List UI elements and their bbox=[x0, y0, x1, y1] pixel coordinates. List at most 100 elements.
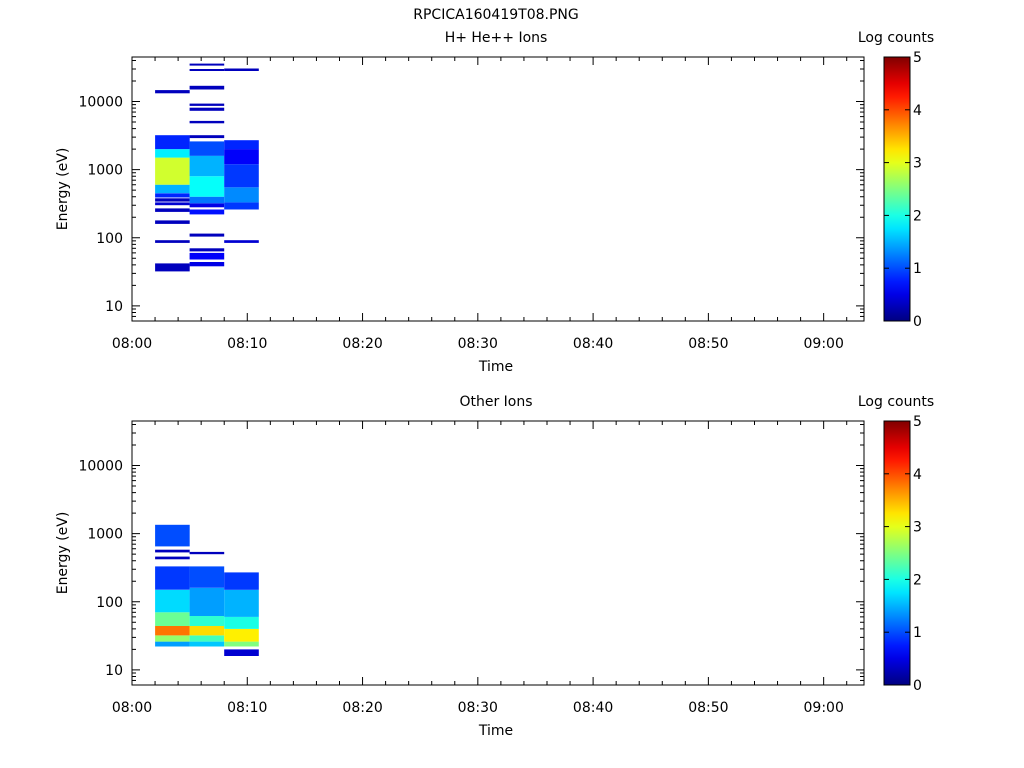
heatmap-cell bbox=[224, 187, 259, 203]
x-tick-label: 08:50 bbox=[688, 336, 728, 352]
heatmap-cell bbox=[189, 141, 225, 156]
heatmap-cell bbox=[189, 107, 225, 111]
x-tick-label: 09:00 bbox=[804, 700, 844, 716]
x-tick-label: 08:10 bbox=[227, 336, 267, 352]
panel-other-ions: Other Ions Energy (eV) Time Log counts 1… bbox=[55, 394, 934, 739]
plot-frame bbox=[131, 420, 865, 686]
heatmap-cell bbox=[189, 69, 225, 71]
y-axis-label: Energy (eV) bbox=[55, 148, 71, 231]
x-tick-label: 08:30 bbox=[458, 336, 498, 352]
colorbar-tick-label: 0 bbox=[913, 314, 922, 330]
heatmap-cell bbox=[189, 203, 225, 208]
x-axis-label: Time bbox=[478, 359, 513, 375]
colorbar-tick-label: 3 bbox=[913, 520, 922, 536]
colorbar bbox=[883, 56, 911, 322]
x-tick-label: 08:40 bbox=[573, 700, 613, 716]
heatmap-cell bbox=[189, 135, 225, 139]
figure-title: RPCICA160419T08.PNG bbox=[413, 7, 578, 23]
colorbar-tick-label: 0 bbox=[913, 678, 922, 694]
colorbar-tick-label: 5 bbox=[913, 414, 922, 430]
y-axis-label: Energy (eV) bbox=[55, 512, 71, 595]
colorbar bbox=[883, 420, 911, 686]
colorbar-label: Log counts bbox=[858, 394, 934, 410]
heatmap-cell bbox=[224, 164, 259, 188]
y-tick-label: 10000 bbox=[78, 459, 123, 475]
x-tick-label: 08:20 bbox=[342, 700, 382, 716]
x-tick-label: 08:20 bbox=[342, 336, 382, 352]
x-tick-label: 08:50 bbox=[688, 700, 728, 716]
heatmap-cell bbox=[224, 202, 259, 210]
panel-h-he-ions: H+ He++ Ions Energy (eV) Time Log counts… bbox=[55, 30, 934, 375]
heatmap-cell bbox=[189, 155, 225, 177]
heatmap-cell bbox=[155, 556, 190, 560]
x-tick-label: 08:40 bbox=[573, 336, 613, 352]
heatmap-cell bbox=[189, 103, 225, 106]
x-axis-label: Time bbox=[478, 723, 513, 739]
heatmap-cell bbox=[224, 240, 259, 243]
heatmap-cell bbox=[189, 641, 225, 647]
heatmap-cell bbox=[189, 176, 225, 197]
heatmap-cell bbox=[155, 549, 190, 553]
y-tick-label: 10 bbox=[105, 663, 123, 679]
colorbar-tick-label: 1 bbox=[913, 625, 922, 641]
y-tick-label: 1000 bbox=[87, 163, 123, 179]
heatmap-cell bbox=[155, 263, 190, 272]
heatmap-cell bbox=[155, 135, 190, 150]
heatmap-cell bbox=[224, 140, 259, 150]
colorbar-tick-label: 3 bbox=[913, 156, 922, 172]
heatmap-cell bbox=[189, 635, 225, 642]
heatmap-cell bbox=[155, 198, 190, 202]
y-tick-label: 100 bbox=[96, 231, 123, 247]
heatmap-cell bbox=[224, 68, 259, 71]
heatmap-cell bbox=[189, 85, 225, 90]
heatmap-cell bbox=[189, 262, 225, 267]
heatmap-cell bbox=[155, 524, 190, 547]
colorbar-tick-label: 2 bbox=[913, 208, 922, 224]
y-tick-label: 1000 bbox=[87, 527, 123, 543]
plot-frame bbox=[131, 56, 865, 322]
heatmap-cell bbox=[224, 616, 259, 629]
x-tick-label: 08:00 bbox=[112, 336, 152, 352]
heatmap-cell bbox=[189, 233, 225, 237]
heatmap-cell bbox=[224, 649, 259, 656]
heatmap-cell bbox=[189, 626, 225, 636]
heatmap-cell bbox=[189, 551, 225, 555]
heatmap-cell bbox=[155, 184, 190, 194]
heatmap-cell bbox=[155, 193, 190, 198]
heatmap-cell bbox=[224, 572, 259, 590]
heatmap-cell bbox=[155, 612, 190, 626]
colorbar-label: Log counts bbox=[858, 30, 934, 46]
heatmap-cell bbox=[155, 202, 190, 206]
heatmap-cell bbox=[155, 641, 190, 647]
heatmap-cell bbox=[155, 635, 190, 642]
x-tick-label: 09:00 bbox=[804, 336, 844, 352]
heatmap-cell bbox=[155, 589, 190, 613]
heatmap-cell bbox=[155, 626, 190, 636]
heatmap-cell bbox=[189, 252, 225, 260]
heatmap-cell bbox=[155, 90, 190, 94]
colorbar-tick-label: 1 bbox=[913, 261, 922, 277]
panel-title: H+ He++ Ions bbox=[445, 30, 548, 46]
heatmap-cell bbox=[189, 63, 225, 66]
heatmap-cell bbox=[189, 120, 225, 124]
heatmap-cell bbox=[189, 615, 225, 626]
heatmap-cell bbox=[155, 220, 190, 224]
heatmap-cell bbox=[155, 149, 190, 158]
heatmap-cell bbox=[155, 208, 190, 212]
colorbar-tick-label: 4 bbox=[913, 467, 922, 483]
x-tick-label: 08:00 bbox=[112, 700, 152, 716]
colorbar-tick-label: 5 bbox=[913, 50, 922, 66]
heatmap-cell bbox=[155, 157, 190, 185]
heatmap-cell bbox=[189, 587, 225, 616]
panel-title: Other Ions bbox=[459, 394, 532, 410]
heatmap-cell bbox=[189, 566, 225, 588]
y-tick-label: 10 bbox=[105, 299, 123, 315]
heatmap-cell bbox=[224, 628, 259, 642]
heatmap-cell bbox=[155, 240, 190, 243]
heatmap-cell bbox=[224, 589, 259, 617]
heatmap-cell bbox=[224, 149, 259, 165]
heatmap-cell bbox=[189, 196, 225, 204]
heatmap-cell bbox=[189, 209, 225, 215]
x-tick-label: 08:30 bbox=[458, 700, 498, 716]
